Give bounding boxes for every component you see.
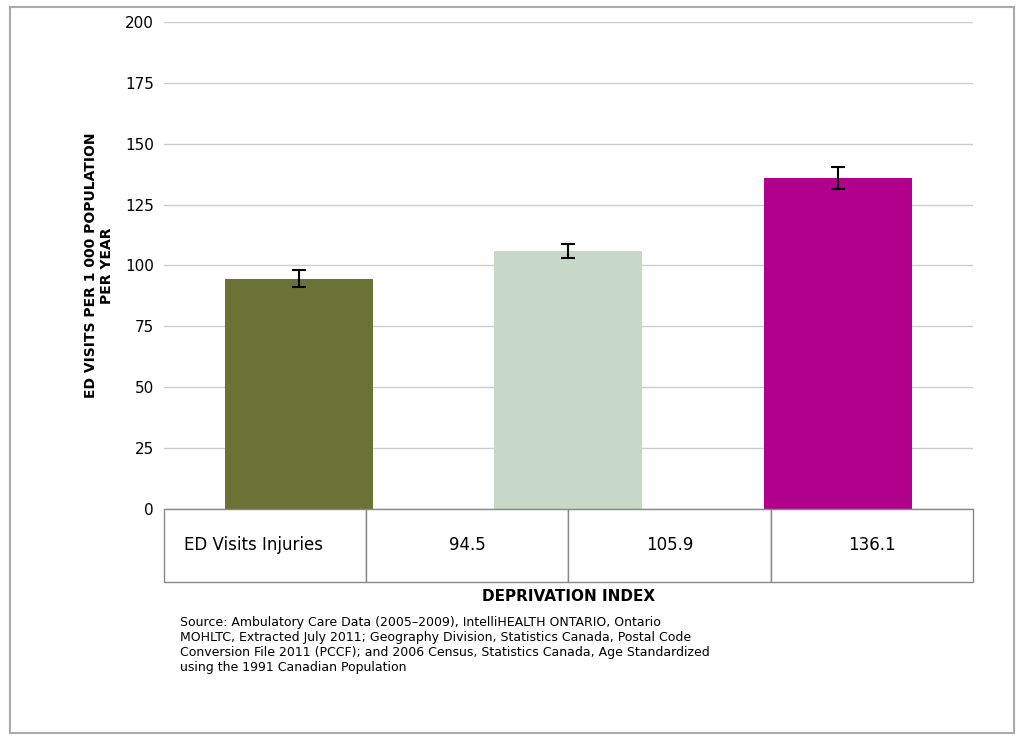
- Text: DEPRIVATION INDEX: DEPRIVATION INDEX: [481, 589, 655, 604]
- Bar: [764, 178, 912, 508]
- Bar: [224, 279, 373, 508]
- Text: Source: Ambulatory Care Data (2005–2009), IntelliHEALTH ONTARIO, Ontario
MOHLTC,: Source: Ambulatory Care Data (2005–2009)…: [180, 616, 710, 674]
- Bar: [495, 251, 642, 508]
- Y-axis label: ED VISITS PER 1 000 POPULATION
PER YEAR: ED VISITS PER 1 000 POPULATION PER YEAR: [84, 132, 114, 398]
